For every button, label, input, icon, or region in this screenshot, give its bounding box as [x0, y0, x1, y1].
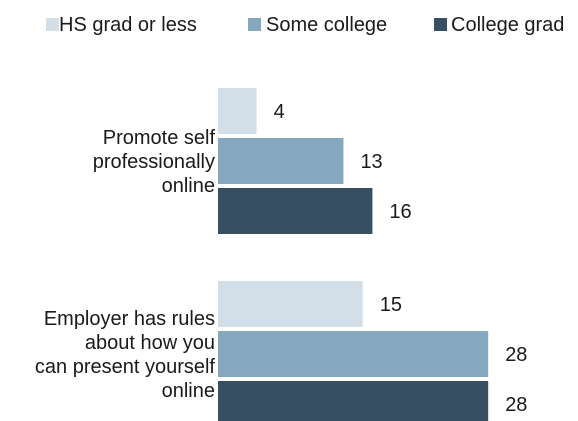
category-label-2-line-4: online	[162, 380, 215, 402]
bar-group1-series2	[218, 138, 344, 184]
category-label-1-line-1: Promote self	[103, 127, 216, 149]
value-label-group2-series3: 28	[505, 394, 527, 416]
value-label-group1-series3: 16	[389, 201, 411, 223]
legend-swatch-2	[248, 18, 261, 31]
legend-label-2: Some college	[266, 14, 387, 36]
bar-group1-series3	[218, 188, 373, 234]
bar-group2-series1	[218, 281, 363, 327]
legend-swatch-3	[434, 18, 447, 31]
bars	[218, 88, 489, 421]
legend-swatch-1	[46, 18, 59, 31]
category-label-2-line-1: Employer has rules	[44, 308, 215, 330]
bar-group2-series3	[218, 381, 489, 421]
value-label-group1-series2: 13	[360, 151, 382, 173]
legend: HS grad or less Some college College grad	[46, 14, 564, 36]
value-label-group1-series1: 4	[274, 101, 285, 123]
legend-label-3: College grad	[451, 14, 564, 36]
category-labels: Promote selfprofessionallyonlineEmployer…	[35, 127, 216, 402]
value-label-group2-series1: 15	[380, 294, 402, 316]
category-label-1-line-3: online	[162, 175, 215, 197]
bar-group1-series1	[218, 88, 257, 134]
value-label-group2-series2: 28	[505, 344, 527, 366]
legend-label-1: HS grad or less	[59, 14, 197, 36]
category-label-2-line-3: can present yourself	[35, 356, 216, 378]
value-labels: 4 13 16 15 28 28	[274, 101, 528, 416]
bar-group2-series2	[218, 331, 489, 377]
category-label-1-line-2: professionally	[93, 151, 215, 173]
category-label-2-line-2: about how you	[85, 332, 215, 354]
